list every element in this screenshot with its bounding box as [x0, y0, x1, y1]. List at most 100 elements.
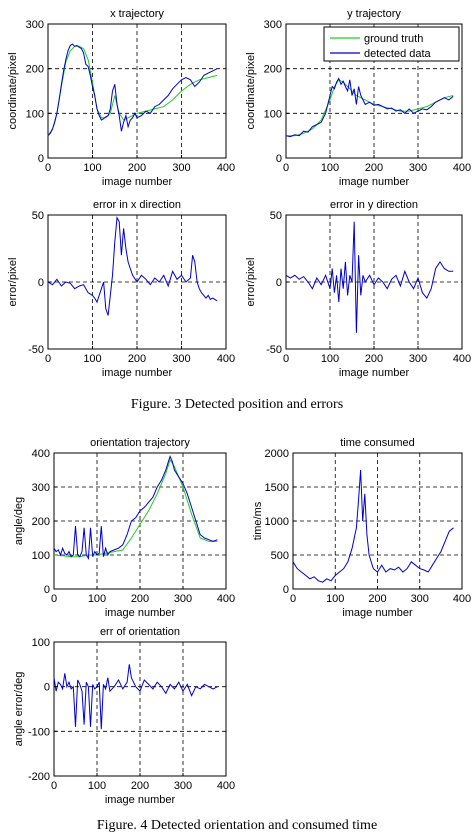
orientation-error-x-tick-label: 300 [174, 780, 192, 792]
orientation-error-title: err of orientation [100, 626, 180, 638]
orientation-error-x-tick-label: 0 [51, 780, 57, 792]
x-trajectory-x-tick-label: 400 [217, 162, 235, 174]
orientation-trajectory-x-tick-label: 400 [217, 593, 235, 605]
x-trajectory-y-tick-label: 0 [38, 153, 44, 165]
time-consumed-chart: 0 100 200 300 400 0 500 1000 1500 2000 time consum… [252, 437, 471, 619]
time-consumed-y-axis-label: time/ms [252, 501, 264, 540]
y-trajectory-y-tick-label: 200 [264, 64, 282, 76]
time-consumed-title: time consumed [340, 437, 415, 449]
y-trajectory-legend: ground truth detected data [323, 26, 460, 62]
y-trajectory-legend-box [323, 26, 460, 62]
x-error-series-line-0 [47, 216, 218, 316]
y-trajectory-y-axis-label: coordinate/pixel [245, 52, 257, 129]
time-consumed-y-tick-label: 1000 [265, 516, 289, 528]
x-trajectory-y-tick-label: 100 [26, 108, 44, 120]
y-error-y-tick-label: 50 [270, 210, 282, 222]
x-trajectory-chart: 0 100 200 300 400 0 100 200 300 x trajectory image… [7, 8, 235, 188]
y-error-y-tick-label: 0 [276, 277, 282, 289]
x-error-y-tick-label: 50 [32, 210, 44, 222]
x-error-title: error in x direction [93, 199, 181, 211]
x-error-x-tick-label: 100 [83, 353, 101, 365]
orientation-trajectory-y-tick-label: 400 [32, 448, 50, 460]
orientation-error-x-tick-label: 400 [217, 780, 235, 792]
orientation-error-chart: 0 100 200 300 400 -200 -100 0 100 err of orientat… [13, 626, 235, 806]
figure-4-caption: Figure. 4 Detected orientation and consu… [96, 818, 378, 833]
orientation-error-series-line-0 [53, 664, 218, 730]
time-consumed-x-tick-label: 100 [326, 593, 344, 605]
orientation-trajectory-y-tick-label: 0 [44, 584, 50, 596]
orientation-error-x-tick-label: 100 [88, 780, 106, 792]
x-error-x-tick-label: 400 [217, 353, 235, 365]
orientation-error-y-tick-label: 100 [32, 637, 50, 649]
orientation-error-y-axis-label: angle error/deg [13, 672, 25, 747]
time-consumed-series-line-0 [292, 469, 454, 583]
y-error-x-tick-label: 400 [453, 353, 471, 365]
time-consumed-y-tick-label: 2000 [265, 448, 289, 460]
x-error-y-axis-label: error/pixel [7, 258, 19, 307]
orientation-trajectory-series-line-1 [53, 454, 218, 560]
orientation-trajectory-x-tick-label: 200 [131, 593, 149, 605]
orientation-error-x-axis-label: image number [105, 794, 176, 806]
x-error-x-tick-label: 200 [128, 353, 146, 365]
y-trajectory-x-axis-label: image number [339, 176, 410, 188]
y-trajectory-legend-label: ground truth [364, 33, 423, 45]
x-trajectory-title: x trajectory [110, 8, 164, 20]
orientation-error-x-tick-label: 200 [131, 780, 149, 792]
orientation-trajectory-x-tick-label: 100 [88, 593, 106, 605]
y-error-x-tick-label: 0 [283, 353, 289, 365]
time-consumed-y-tick-label: 500 [271, 550, 289, 562]
y-error-x-tick-label: 200 [365, 353, 383, 365]
orientation-trajectory-y-axis-label: angle/deg [13, 497, 25, 545]
y-error-series-line-0 [285, 221, 454, 333]
y-trajectory-chart: 0 100 200 300 400 0 100 200 300 y trajectory image… [245, 8, 471, 188]
x-trajectory-x-tick-label: 300 [172, 162, 190, 174]
y-error-x-axis-label: image number [339, 367, 410, 379]
y-trajectory-x-tick-label: 0 [283, 162, 289, 174]
orientation-trajectory-x-axis-label: image number [105, 607, 176, 619]
time-consumed-y-tick-label: 1500 [265, 482, 289, 494]
y-trajectory-x-tick-label: 300 [409, 162, 427, 174]
orientation-trajectory-y-tick-label: 200 [32, 516, 50, 528]
x-trajectory-x-tick-label: 0 [45, 162, 51, 174]
orientation-trajectory-y-tick-label: 300 [32, 482, 50, 494]
x-trajectory-x-axis-label: image number [102, 176, 173, 188]
x-trajectory-y-axis-label: coordinate/pixel [7, 52, 19, 129]
y-trajectory-series-ground-truth [286, 79, 454, 137]
y-trajectory-y-tick-label: 0 [276, 153, 282, 165]
orientation-trajectory-x-tick-label: 300 [174, 593, 192, 605]
x-trajectory-x-tick-label: 100 [83, 162, 101, 174]
y-trajectory-x-tick-label: 200 [365, 162, 383, 174]
orientation-trajectory-chart: 0 100 200 300 400 0 100 200 300 400 orientation tr… [13, 437, 235, 619]
y-trajectory-title: y trajectory [347, 8, 401, 20]
x-error-y-tick-label: 0 [38, 277, 44, 289]
y-trajectory-y-tick-label: 300 [264, 19, 282, 31]
x-trajectory-x-tick-label: 200 [128, 162, 146, 174]
figure-3-caption: Figure. 3 Detected position and errors [130, 397, 344, 412]
time-consumed-x-axis-label: image number [342, 607, 413, 619]
y-error-y-tick-label: -50 [266, 344, 282, 356]
x-trajectory-y-tick-label: 200 [26, 64, 44, 76]
time-consumed-y-tick-label: 0 [283, 584, 289, 596]
y-error-x-tick-label: 300 [409, 353, 427, 365]
y-error-y-axis-label: error/pixel [245, 258, 257, 307]
orientation-error-y-tick-label: -100 [28, 726, 50, 738]
x-error-y-tick-label: -50 [28, 344, 44, 356]
orientation-error-y-tick-label: 0 [44, 682, 50, 694]
time-consumed-x-tick-label: 0 [290, 593, 296, 605]
y-trajectory-x-tick-label: 100 [321, 162, 339, 174]
y-trajectory-series-detected-data [285, 77, 454, 138]
orientation-trajectory-series-ground-truth [53, 458, 218, 558]
time-consumed-x-tick-label: 300 [411, 593, 429, 605]
x-trajectory-series-ground-truth [47, 45, 218, 136]
x-error-x-tick-label: 300 [172, 353, 190, 365]
y-trajectory-y-tick-label: 100 [264, 108, 282, 120]
x-error-x-axis-label: image number [102, 367, 173, 379]
time-consumed-x-tick-label: 200 [368, 593, 386, 605]
time-consumed-x-tick-label: 400 [453, 593, 471, 605]
x-trajectory-series-line-1 [47, 43, 218, 137]
x-error-x-tick-label: 0 [45, 353, 51, 365]
orientation-trajectory-y-tick-label: 100 [32, 550, 50, 562]
